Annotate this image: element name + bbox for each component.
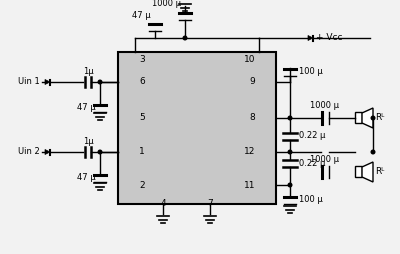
Text: 1: 1 bbox=[139, 148, 145, 156]
Text: 100 µ: 100 µ bbox=[299, 68, 323, 76]
Text: 12: 12 bbox=[244, 148, 255, 156]
Text: 2: 2 bbox=[139, 181, 145, 189]
Text: 100 µ: 100 µ bbox=[299, 196, 323, 204]
Bar bbox=[355, 166, 362, 177]
Text: 11: 11 bbox=[244, 181, 255, 189]
Text: 10: 10 bbox=[244, 56, 255, 65]
Text: Uin 2: Uin 2 bbox=[18, 148, 40, 156]
Text: + Vcc: + Vcc bbox=[316, 34, 342, 42]
Text: 0.22 µ: 0.22 µ bbox=[299, 132, 325, 140]
Text: 1000 µ: 1000 µ bbox=[310, 154, 340, 164]
Circle shape bbox=[183, 36, 187, 40]
Text: 5: 5 bbox=[139, 114, 145, 122]
Circle shape bbox=[288, 150, 292, 154]
Circle shape bbox=[371, 150, 375, 154]
Text: Rᴸ: Rᴸ bbox=[375, 114, 384, 122]
Circle shape bbox=[371, 116, 375, 120]
Polygon shape bbox=[45, 150, 50, 154]
Text: 0.22 µ: 0.22 µ bbox=[299, 158, 325, 167]
Polygon shape bbox=[362, 162, 373, 182]
Text: 4: 4 bbox=[160, 199, 166, 208]
Polygon shape bbox=[362, 108, 373, 128]
Text: 1µ: 1µ bbox=[83, 67, 93, 75]
Text: Rᴸ: Rᴸ bbox=[375, 167, 384, 177]
Text: 1000 µ: 1000 µ bbox=[310, 101, 340, 109]
Text: 1000 µ: 1000 µ bbox=[152, 0, 181, 8]
Text: 47 µ: 47 µ bbox=[77, 103, 96, 113]
Polygon shape bbox=[308, 36, 313, 40]
Text: 3: 3 bbox=[139, 56, 145, 65]
Text: 7: 7 bbox=[207, 199, 213, 208]
Text: 1µ: 1µ bbox=[83, 136, 93, 146]
Text: Uin 1: Uin 1 bbox=[18, 77, 40, 87]
Circle shape bbox=[98, 150, 102, 154]
Circle shape bbox=[288, 116, 292, 120]
Bar bbox=[118, 52, 276, 204]
Circle shape bbox=[98, 80, 102, 84]
Text: 8: 8 bbox=[249, 114, 255, 122]
Text: 9: 9 bbox=[249, 77, 255, 87]
Text: 6: 6 bbox=[139, 77, 145, 87]
Bar bbox=[355, 112, 362, 123]
Text: 47 µ: 47 µ bbox=[77, 173, 96, 183]
Circle shape bbox=[288, 183, 292, 187]
Polygon shape bbox=[45, 80, 50, 85]
Text: 47 µ: 47 µ bbox=[132, 10, 151, 20]
